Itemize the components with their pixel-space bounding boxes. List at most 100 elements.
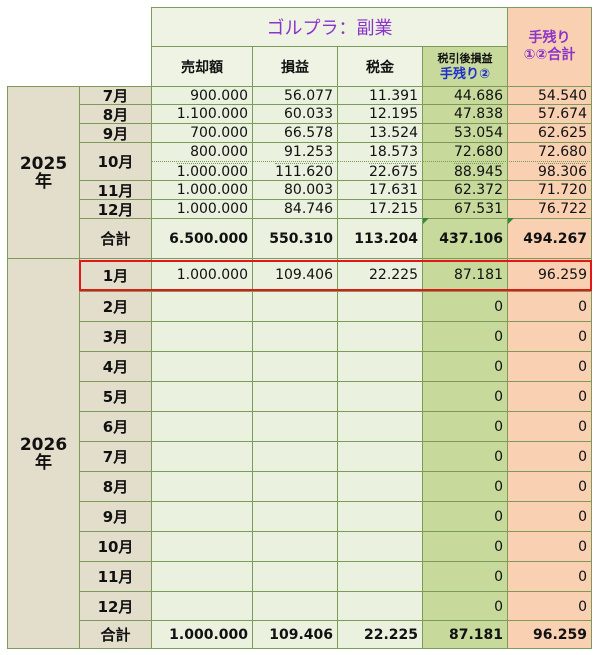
row-year2026-9-total[interactable]: 0 bbox=[507, 531, 592, 562]
row-year2025-6-net[interactable]: 67.531 bbox=[422, 199, 508, 219]
row-year2026-1-total[interactable]: 0 bbox=[507, 291, 592, 322]
sum-year2025-net[interactable]: 437.106 bbox=[422, 218, 508, 259]
row-year2026-6-net[interactable]: 0 bbox=[422, 441, 508, 472]
row-year2025-4-net[interactable]: 88.945 bbox=[422, 161, 508, 181]
row-year2025-3-net[interactable]: 72.680 bbox=[422, 142, 508, 162]
row-year2026-5-net[interactable]: 0 bbox=[422, 411, 508, 442]
row-year2025-2-profit[interactable]: 66.578 bbox=[252, 123, 338, 143]
row-year2026-1-tax[interactable] bbox=[337, 291, 423, 322]
row-year2025-3-profit[interactable]: 91.253 bbox=[252, 142, 338, 162]
row-year2025-5-sales[interactable]: 1.000.000 bbox=[151, 180, 253, 200]
sum-year2026-tax[interactable]: 22.225 bbox=[337, 620, 423, 649]
row-year2026-10-total[interactable]: 0 bbox=[507, 561, 592, 592]
sum-year2026-profit[interactable]: 109.406 bbox=[252, 620, 338, 649]
row-year2025-1-total[interactable]: 57.674 bbox=[507, 104, 592, 124]
row-year2026-1-profit[interactable] bbox=[252, 291, 338, 322]
sum-year2025-sales[interactable]: 6.500.000 bbox=[151, 218, 253, 259]
row-year2025-4-tax[interactable]: 22.675 bbox=[337, 161, 423, 181]
sum-year2026-total[interactable]: 96.259 bbox=[507, 620, 592, 649]
row-year2026-7-net[interactable]: 0 bbox=[422, 471, 508, 502]
row-year2026-2-sales[interactable] bbox=[151, 321, 253, 352]
row-year2026-10-tax[interactable] bbox=[337, 561, 423, 592]
row-year2025-3-total[interactable]: 72.680 bbox=[507, 142, 592, 162]
row-year2025-1-tax[interactable]: 12.195 bbox=[337, 104, 423, 124]
row-year2026-6-tax[interactable] bbox=[337, 441, 423, 472]
sum-year2025-total[interactable]: 494.267 bbox=[507, 218, 592, 259]
row-year2026-11-profit[interactable] bbox=[252, 591, 338, 622]
row-year2026-9-tax[interactable] bbox=[337, 531, 423, 562]
row-year2026-5-sales[interactable] bbox=[151, 411, 253, 442]
row-year2026-8-total[interactable]: 0 bbox=[507, 501, 592, 532]
row-year2026-3-total[interactable]: 0 bbox=[507, 351, 592, 382]
row-year2026-4-net[interactable]: 0 bbox=[422, 381, 508, 412]
row-year2026-7-profit[interactable] bbox=[252, 471, 338, 502]
row-year2026-2-profit[interactable] bbox=[252, 321, 338, 352]
row-year2026-10-sales[interactable] bbox=[151, 561, 253, 592]
row-year2026-8-profit[interactable] bbox=[252, 501, 338, 532]
row-year2026-11-sales[interactable] bbox=[151, 591, 253, 622]
row-year2026-5-profit[interactable] bbox=[252, 411, 338, 442]
row-year2025-5-net[interactable]: 62.372 bbox=[422, 180, 508, 200]
row-year2026-5-total[interactable]: 0 bbox=[507, 411, 592, 442]
row-year2026-3-sales[interactable] bbox=[151, 351, 253, 382]
row-year2025-1-net[interactable]: 47.838 bbox=[422, 104, 508, 124]
sum-year2025-tax[interactable]: 113.204 bbox=[337, 218, 423, 259]
row-year2025-4-sales[interactable]: 1.000.000 bbox=[151, 161, 253, 181]
row-year2026-8-net[interactable]: 0 bbox=[422, 501, 508, 532]
row-year2026-0-profit[interactable]: 109.406 bbox=[252, 258, 338, 292]
row-year2026-6-sales[interactable] bbox=[151, 441, 253, 472]
row-year2025-6-profit[interactable]: 84.746 bbox=[252, 199, 338, 219]
row-year2026-6-total[interactable]: 0 bbox=[507, 441, 592, 472]
row-year2026-2-net[interactable]: 0 bbox=[422, 321, 508, 352]
row-year2025-6-sales[interactable]: 1.000.000 bbox=[151, 199, 253, 219]
row-year2026-6-profit[interactable] bbox=[252, 441, 338, 472]
row-year2026-11-total[interactable]: 0 bbox=[507, 591, 592, 622]
row-year2026-9-net[interactable]: 0 bbox=[422, 531, 508, 562]
row-year2026-1-sales[interactable] bbox=[151, 291, 253, 322]
row-year2026-2-total[interactable]: 0 bbox=[507, 321, 592, 352]
row-year2026-4-tax[interactable] bbox=[337, 381, 423, 412]
row-year2026-4-total[interactable]: 0 bbox=[507, 381, 592, 412]
row-year2026-8-tax[interactable] bbox=[337, 501, 423, 532]
row-year2026-3-tax[interactable] bbox=[337, 351, 423, 382]
row-year2026-0-net[interactable]: 87.181 bbox=[422, 258, 508, 292]
row-year2025-5-profit[interactable]: 80.003 bbox=[252, 180, 338, 200]
row-year2025-0-profit[interactable]: 56.077 bbox=[252, 86, 338, 105]
row-year2025-3-sales[interactable]: 800.000 bbox=[151, 142, 253, 162]
row-year2025-0-net[interactable]: 44.686 bbox=[422, 86, 508, 105]
row-year2025-2-tax[interactable]: 13.524 bbox=[337, 123, 423, 143]
sum-year2025-profit[interactable]: 550.310 bbox=[252, 218, 338, 259]
row-year2025-0-total[interactable]: 54.540 bbox=[507, 86, 592, 105]
sum-year2026-net[interactable]: 87.181 bbox=[422, 620, 508, 649]
row-year2026-3-net[interactable]: 0 bbox=[422, 351, 508, 382]
row-year2026-5-tax[interactable] bbox=[337, 411, 423, 442]
row-year2025-5-total[interactable]: 71.720 bbox=[507, 180, 592, 200]
row-year2026-0-total[interactable]: 96.259 bbox=[507, 258, 592, 292]
row-year2026-8-sales[interactable] bbox=[151, 501, 253, 532]
row-year2025-0-sales[interactable]: 900.000 bbox=[151, 86, 253, 105]
row-year2025-6-total[interactable]: 76.722 bbox=[507, 199, 592, 219]
row-year2026-2-tax[interactable] bbox=[337, 321, 423, 352]
row-year2025-1-profit[interactable]: 60.033 bbox=[252, 104, 338, 124]
row-year2026-7-sales[interactable] bbox=[151, 471, 253, 502]
row-year2026-9-sales[interactable] bbox=[151, 531, 253, 562]
row-year2025-4-profit[interactable]: 111.620 bbox=[252, 161, 338, 181]
row-year2026-11-tax[interactable] bbox=[337, 591, 423, 622]
row-year2025-2-total[interactable]: 62.625 bbox=[507, 123, 592, 143]
row-year2025-2-sales[interactable]: 700.000 bbox=[151, 123, 253, 143]
row-year2026-7-tax[interactable] bbox=[337, 471, 423, 502]
row-year2025-3-tax[interactable]: 18.573 bbox=[337, 142, 423, 162]
row-year2025-2-net[interactable]: 53.054 bbox=[422, 123, 508, 143]
row-year2025-6-tax[interactable]: 17.215 bbox=[337, 199, 423, 219]
row-year2025-0-tax[interactable]: 11.391 bbox=[337, 86, 423, 105]
row-year2026-11-net[interactable]: 0 bbox=[422, 591, 508, 622]
row-year2025-1-sales[interactable]: 1.100.000 bbox=[151, 104, 253, 124]
row-year2026-4-profit[interactable] bbox=[252, 381, 338, 412]
row-year2026-0-tax[interactable]: 22.225 bbox=[337, 258, 423, 292]
row-year2026-1-net[interactable]: 0 bbox=[422, 291, 508, 322]
row-year2026-3-profit[interactable] bbox=[252, 351, 338, 382]
row-year2026-0-sales[interactable]: 1.000.000 bbox=[151, 258, 253, 292]
row-year2026-10-profit[interactable] bbox=[252, 561, 338, 592]
row-year2026-4-sales[interactable] bbox=[151, 381, 253, 412]
row-year2026-10-net[interactable]: 0 bbox=[422, 561, 508, 592]
